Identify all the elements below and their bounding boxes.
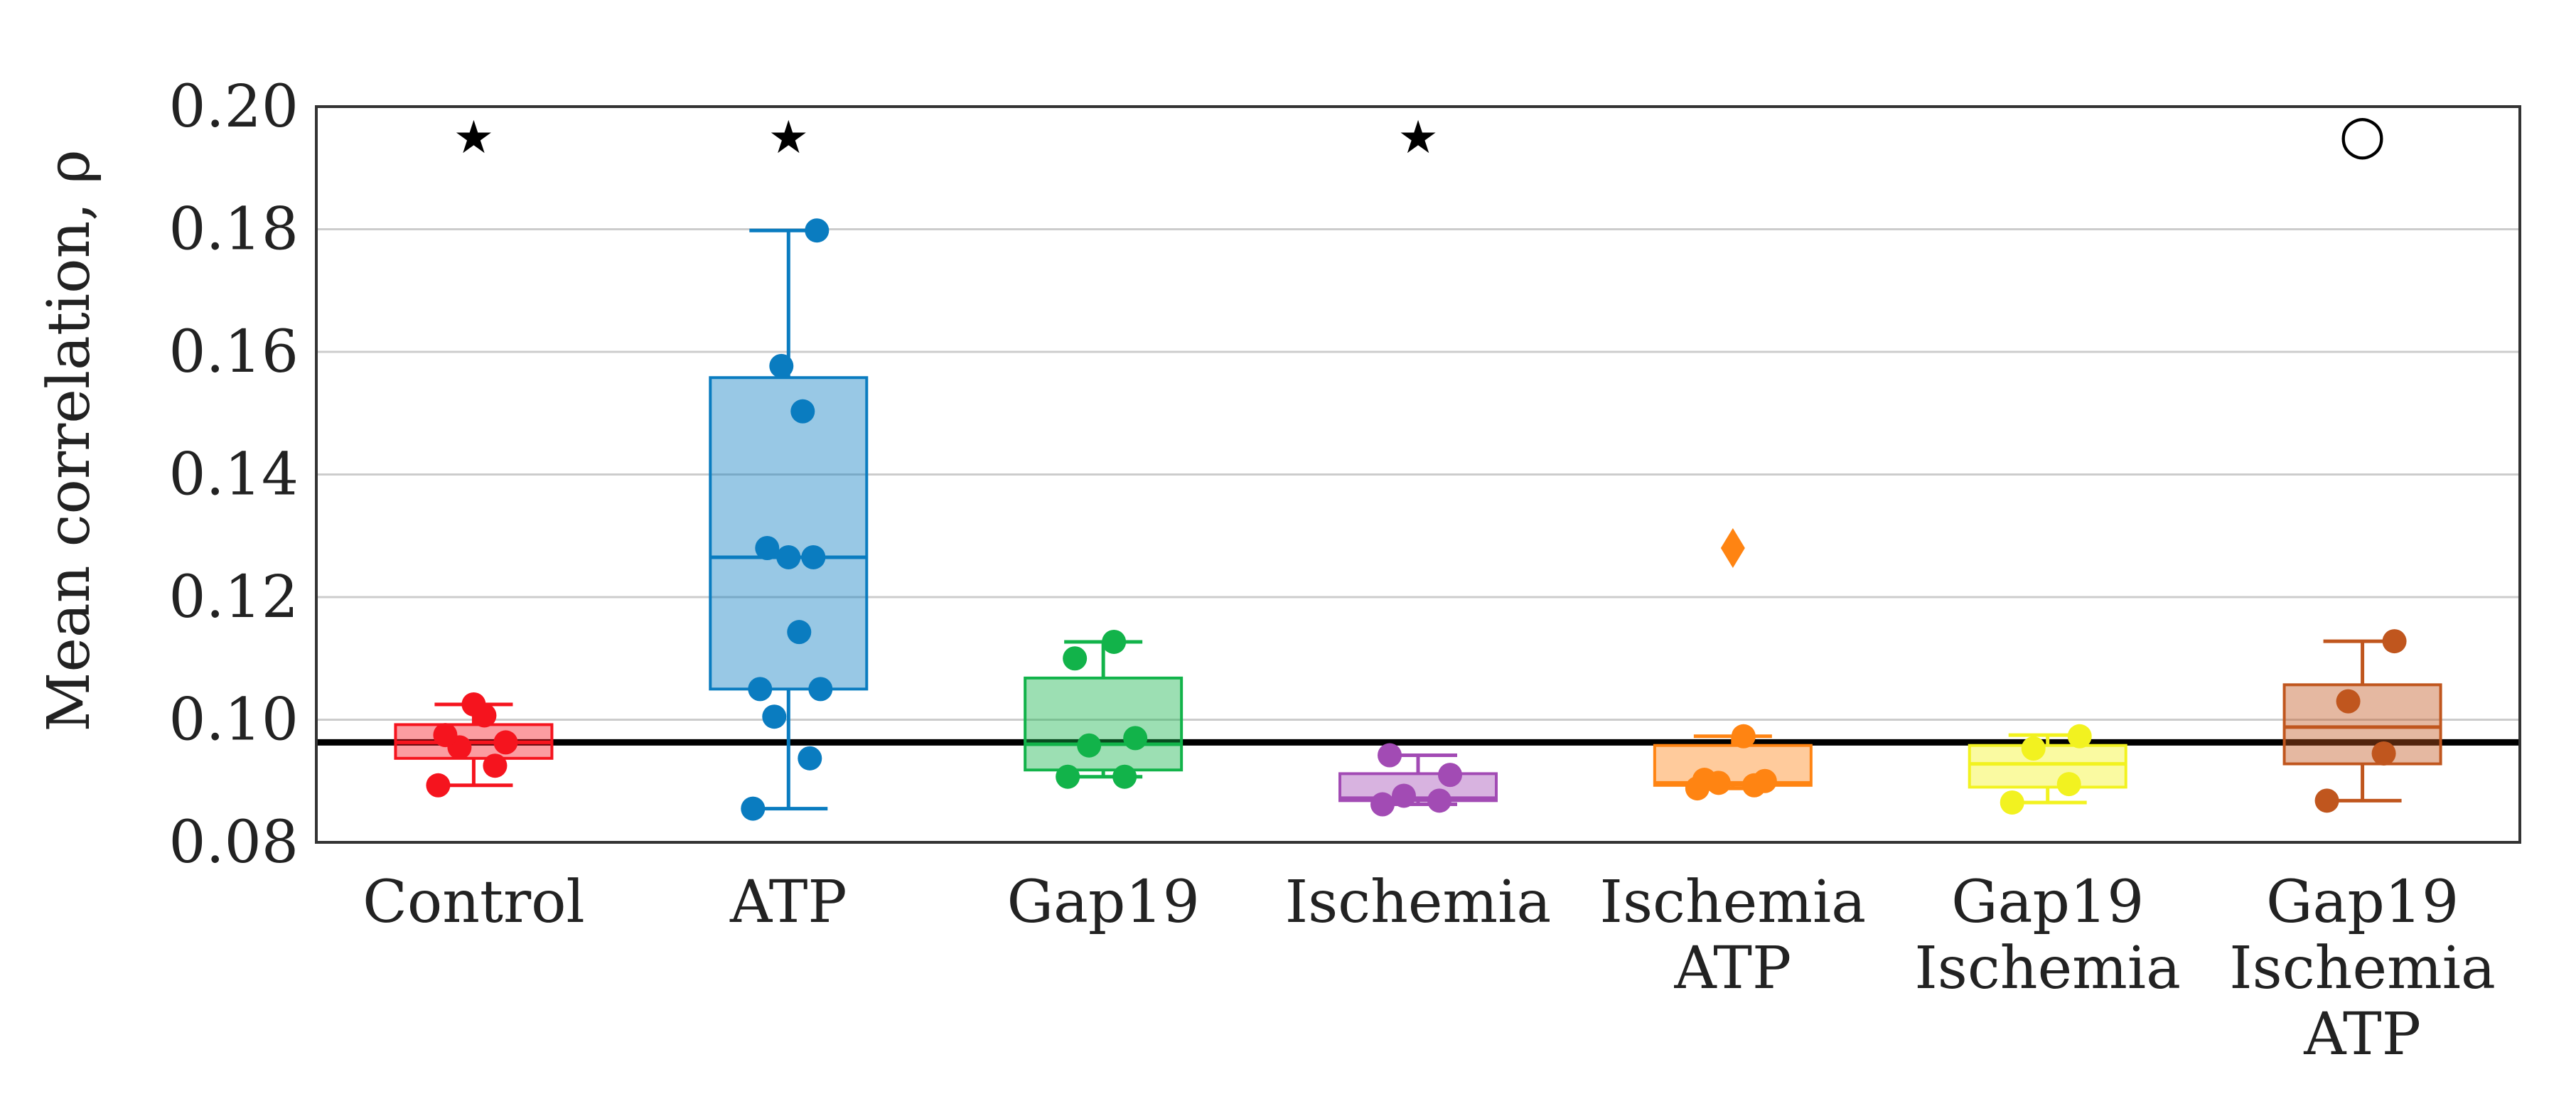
data-point	[1438, 763, 1462, 788]
x-tick-label: Control	[363, 869, 585, 936]
data-point	[433, 723, 458, 748]
data-point	[1752, 768, 1777, 793]
significance-star-marker: ★	[768, 112, 809, 164]
y-tick-label: 0.12	[168, 564, 299, 631]
box	[709, 376, 869, 691]
data-point	[787, 620, 812, 645]
x-tick-label: Gap19	[1007, 869, 1200, 936]
data-point	[2336, 689, 2361, 714]
box	[1653, 744, 1813, 787]
box-group	[2282, 639, 2442, 803]
box-group	[1653, 734, 1813, 790]
data-points-layer	[426, 218, 2407, 821]
significance-circle-marker: ○	[2339, 102, 2386, 166]
data-point	[461, 692, 486, 717]
data-point	[1427, 788, 1451, 813]
y-tick-label: 0.20	[168, 73, 299, 141]
data-point	[1102, 629, 1127, 654]
box-group	[1024, 640, 1184, 779]
data-point	[1077, 733, 1102, 758]
outlier-diamond	[1720, 528, 1745, 568]
x-tick-labels: Control ATP Gap19 Ischemia IschemiaATPGap19I…	[363, 869, 2496, 1068]
y-tick-label: 0.14	[168, 441, 299, 509]
box-group	[1968, 733, 2127, 805]
data-point	[1123, 726, 1148, 751]
data-point	[798, 746, 822, 771]
x-tick-label: Gap19	[2266, 869, 2459, 936]
x-tick-label: Ischemia	[1285, 869, 1552, 936]
data-point	[426, 773, 451, 798]
data-point	[1692, 768, 1717, 793]
data-point	[1370, 792, 1395, 817]
data-point	[805, 218, 830, 243]
y-tick-label: 0.18	[168, 196, 299, 264]
boxes-layer	[394, 228, 2442, 811]
x-tick-label: Gap19	[1951, 869, 2144, 936]
data-point	[769, 353, 794, 378]
plot-frame	[315, 105, 2521, 844]
data-point	[2314, 788, 2339, 813]
data-point	[1056, 764, 1080, 789]
box	[2282, 683, 2442, 766]
data-point	[493, 730, 518, 755]
data-point	[2021, 736, 2046, 761]
significance-star-marker: ★	[1397, 112, 1438, 164]
x-tick-label: ATP	[2303, 1001, 2421, 1068]
data-point	[776, 544, 801, 569]
data-point	[748, 677, 773, 702]
x-tick-label: Ischemia	[1914, 935, 2181, 1002]
data-point	[1112, 764, 1137, 789]
data-point	[2067, 724, 2092, 749]
data-point	[790, 399, 815, 424]
box	[1024, 676, 1184, 772]
significance-star-marker: ★	[454, 112, 494, 164]
x-tick-label: ATP	[729, 869, 847, 936]
data-point	[2382, 629, 2407, 654]
data-point	[762, 704, 787, 729]
data-point	[2000, 790, 2024, 815]
y-axis-label: Mean correlation, ρ	[36, 149, 103, 731]
data-point	[2056, 772, 2081, 797]
data-point	[483, 753, 508, 778]
data-point	[1063, 646, 1088, 671]
box-group	[709, 228, 869, 811]
box-group	[1338, 753, 1498, 807]
data-point	[2371, 741, 2396, 766]
significance-markers-layer: ★ ★ ★ ○	[454, 102, 2386, 166]
x-tick-label: Ischemia	[2229, 935, 2496, 1002]
box	[1968, 744, 2127, 789]
data-point	[1392, 783, 1416, 808]
gridlines	[316, 228, 2520, 721]
data-point	[808, 677, 833, 702]
box	[1338, 772, 1498, 803]
x-tick-label: ATP	[1674, 935, 1792, 1002]
data-point	[801, 544, 826, 569]
data-point	[755, 536, 780, 560]
y-tick-label: 0.08	[168, 809, 299, 876]
y-tick-labels: 0.08 0.10 0.12 0.14 0.16 0.18 0.20	[168, 73, 299, 876]
x-tick-label: Ischemia	[1600, 869, 1867, 936]
data-point	[1378, 743, 1402, 768]
y-tick-label: 0.10	[168, 687, 299, 754]
y-tick-label: 0.16	[168, 318, 299, 386]
box-group	[394, 702, 554, 788]
data-point	[1731, 724, 1756, 749]
data-point	[741, 796, 766, 821]
